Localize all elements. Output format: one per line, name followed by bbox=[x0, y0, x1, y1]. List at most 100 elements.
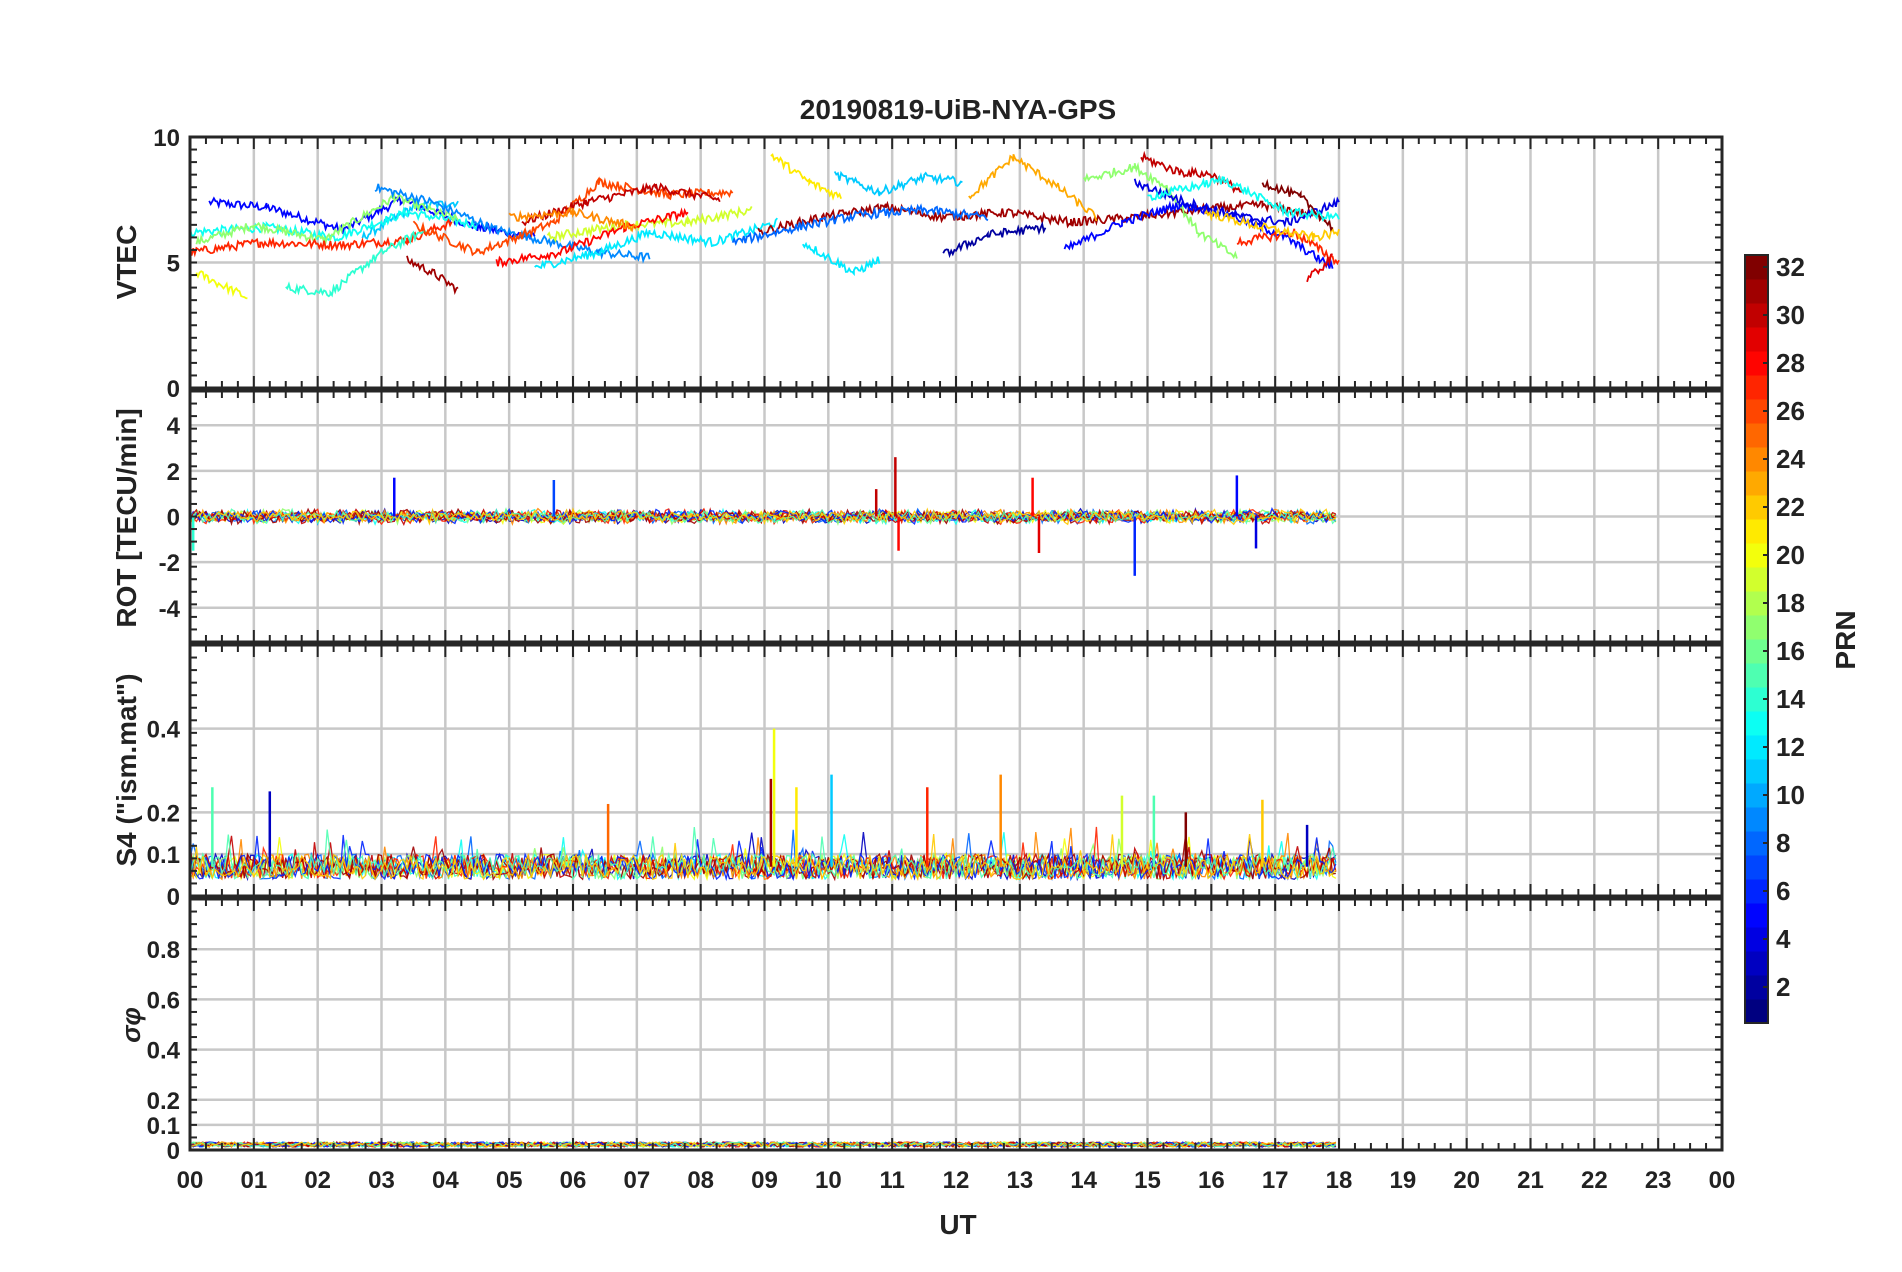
colorbar-tick-label: 14 bbox=[1776, 684, 1805, 714]
y-tick-label: 0.2 bbox=[147, 800, 180, 827]
colorbar-segment bbox=[1745, 783, 1768, 808]
x-axis-tick-labels: 00 01 02 03 04 05 06 07 08 09 10 11 12 13 14 15 16 17 18 19… bbox=[177, 1167, 1736, 1194]
vtec-series-line bbox=[406, 255, 459, 296]
colorbar-segment bbox=[1745, 927, 1768, 952]
vtec-series-line bbox=[195, 192, 459, 246]
y-tick-label: 0.4 bbox=[147, 1038, 181, 1065]
y-tick-label: 4 bbox=[167, 413, 181, 440]
data-layer bbox=[189, 150, 1340, 300]
x-tick-label: 21 bbox=[1517, 1167, 1544, 1194]
x-tick-label: 00 bbox=[1709, 1167, 1736, 1194]
colorbar-segment bbox=[1745, 519, 1768, 544]
colorbar-segment bbox=[1745, 591, 1768, 616]
vtec-series-line bbox=[731, 203, 989, 246]
axes-frame bbox=[188, 897, 1724, 1152]
colorbar-segment bbox=[1745, 567, 1768, 592]
colorbar-segment bbox=[1745, 279, 1768, 304]
colorbar-tick-label: 26 bbox=[1776, 396, 1805, 426]
vtec-panel: 0 5 10 bbox=[153, 125, 1724, 403]
colorbar-segment bbox=[1745, 495, 1768, 520]
vtec-series-line bbox=[208, 195, 536, 241]
y-tick-label: 0 bbox=[167, 376, 180, 403]
x-tick-label: 00 bbox=[177, 1167, 204, 1194]
vtec-series-line bbox=[1147, 174, 1340, 222]
x-tick-label: 04 bbox=[432, 1167, 459, 1194]
x-tick-label: 01 bbox=[240, 1167, 267, 1194]
y-tick-label: 0 bbox=[167, 505, 180, 532]
vtec-series-line bbox=[1261, 178, 1334, 232]
x-axis-label: UT bbox=[939, 1209, 976, 1240]
s4-ylabel: S4 ("ism.mat") bbox=[111, 673, 142, 866]
vtec-series-line bbox=[361, 200, 459, 240]
vtec-series-line bbox=[195, 270, 248, 300]
x-tick-label: 19 bbox=[1389, 1167, 1416, 1194]
series-trace bbox=[189, 832, 1336, 882]
x-tick-label: 02 bbox=[304, 1167, 331, 1194]
colorbar-segment bbox=[1745, 855, 1768, 880]
y-tick-label: 0.4 bbox=[147, 717, 181, 744]
colorbar-tick-label: 22 bbox=[1776, 492, 1805, 522]
x-tick-label: 16 bbox=[1198, 1167, 1225, 1194]
data-layer bbox=[189, 728, 1337, 882]
colorbar-segment bbox=[1745, 807, 1768, 832]
colorbar-frame bbox=[1744, 254, 1769, 1024]
x-tick-label: 07 bbox=[623, 1167, 650, 1194]
colorbar-segment bbox=[1745, 351, 1768, 376]
colorbar-tick-label: 16 bbox=[1776, 636, 1805, 666]
figure-title: 20190819-UiB-NYA-GPS bbox=[800, 94, 1116, 125]
vtec-series-line bbox=[521, 182, 721, 227]
colorbar-tick-label: 24 bbox=[1776, 444, 1805, 474]
vtec-series-line bbox=[495, 207, 689, 269]
series-trace bbox=[189, 834, 1337, 882]
axes-frame bbox=[188, 643, 1724, 898]
vtec-series-line bbox=[1082, 161, 1238, 260]
vtec-series-line bbox=[189, 217, 453, 258]
colorbar-segment bbox=[1745, 711, 1768, 736]
vtec-series-line bbox=[833, 170, 963, 197]
y-tick-label: 0.1 bbox=[147, 1113, 180, 1140]
x-tick-label: 06 bbox=[560, 1167, 587, 1194]
vtec-ylabel: VTEC bbox=[111, 225, 142, 300]
colorbar-tick-label: 8 bbox=[1776, 828, 1790, 858]
y-tick-label: 0 bbox=[167, 1138, 180, 1165]
colorbar-tick-label: 2 bbox=[1776, 972, 1790, 1002]
y-tick-label: 0.6 bbox=[147, 987, 180, 1014]
colorbar-segment bbox=[1745, 999, 1768, 1024]
colorbar-tick-label: 18 bbox=[1776, 588, 1805, 618]
series-trace bbox=[189, 834, 1337, 882]
colorbar-tick-label: 6 bbox=[1776, 876, 1790, 906]
s4-panel: 0 0.1 0.2 0.4 bbox=[147, 643, 1724, 911]
y-tick-label: 2 bbox=[167, 459, 180, 486]
vtec-series-line bbox=[770, 153, 842, 201]
colorbar-label: PRN bbox=[1830, 610, 1861, 669]
colorbar-segment bbox=[1745, 471, 1768, 496]
vtec-series-line bbox=[1133, 178, 1340, 228]
y-tick-label: 5 bbox=[167, 251, 180, 278]
colorbar-segment bbox=[1745, 879, 1768, 904]
vtec-series-line bbox=[1204, 208, 1340, 243]
x-tick-label: 09 bbox=[751, 1167, 778, 1194]
rot-panel: -4 -2 0 2 4 bbox=[159, 389, 1724, 644]
axes-frame bbox=[188, 135, 1724, 390]
colorbar-tick-label: 20 bbox=[1776, 540, 1805, 570]
colorbar-segment bbox=[1745, 327, 1768, 352]
axes-frame bbox=[188, 389, 1724, 644]
x-tick-label: 22 bbox=[1581, 1167, 1608, 1194]
x-tick-label: 10 bbox=[815, 1167, 842, 1194]
colorbar-tick-label: 32 bbox=[1776, 252, 1805, 282]
x-tick-label: 12 bbox=[943, 1167, 970, 1194]
x-tick-label: 11 bbox=[879, 1167, 904, 1194]
x-tick-label: 15 bbox=[1134, 1167, 1161, 1194]
vtec-series-line bbox=[1306, 253, 1333, 283]
colorbar-segment bbox=[1745, 735, 1768, 760]
sigma-phi-panel: 00.10.2 0.4 0.6 0.8 bbox=[147, 897, 1724, 1165]
colorbar-segment bbox=[1745, 615, 1768, 640]
colorbar-segment bbox=[1745, 687, 1768, 712]
y-tick-label: -4 bbox=[159, 596, 181, 623]
colorbar-segment bbox=[1745, 399, 1768, 424]
colorbar-segment bbox=[1745, 951, 1768, 976]
x-tick-label: 17 bbox=[1262, 1167, 1289, 1194]
series-trace bbox=[189, 827, 1337, 881]
x-tick-label: 18 bbox=[1326, 1167, 1353, 1194]
